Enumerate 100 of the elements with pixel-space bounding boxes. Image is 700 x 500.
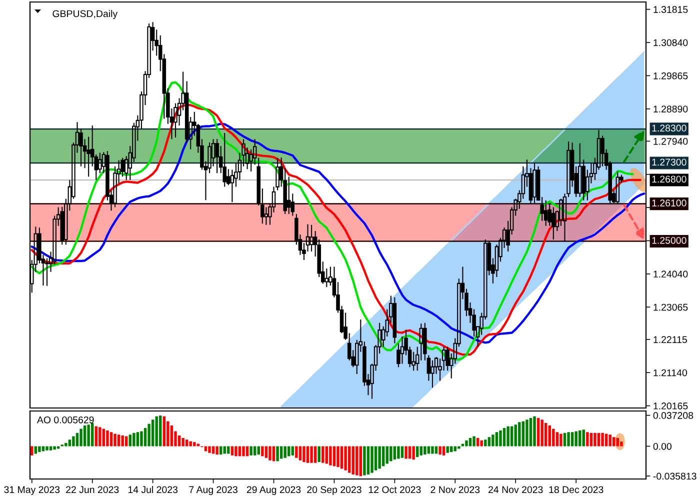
bar <box>318 446 320 462</box>
bar <box>594 432 596 446</box>
x-tick-label: 20 Sep 2023 <box>307 486 362 496</box>
bar <box>208 446 211 453</box>
x-tick-label: 31 May 2023 <box>4 486 60 496</box>
bar <box>514 424 517 446</box>
bar <box>608 434 612 446</box>
bar <box>76 432 79 446</box>
bar <box>329 446 332 466</box>
bar <box>590 432 593 446</box>
candlestick <box>544 200 548 226</box>
bar <box>386 446 388 464</box>
candlestick <box>578 142 582 198</box>
y-tick-label: 1.30840 <box>654 39 688 46</box>
bar <box>264 446 268 458</box>
candlestick <box>616 170 620 204</box>
y-tick-label: 1.20165 <box>654 402 688 410</box>
bar <box>374 446 378 470</box>
bar <box>582 430 586 446</box>
candlestick <box>392 296 397 344</box>
bar <box>454 446 457 452</box>
bar <box>586 432 589 446</box>
bar <box>356 446 358 476</box>
bar <box>434 446 438 454</box>
bar <box>352 446 354 475</box>
bar <box>185 440 188 446</box>
bar <box>306 446 310 463</box>
bar <box>144 428 147 446</box>
bar <box>242 446 245 456</box>
bar <box>295 446 298 458</box>
bar <box>390 446 392 462</box>
bar <box>121 435 124 446</box>
bar <box>310 446 313 463</box>
bar <box>465 440 468 446</box>
bar <box>94 426 98 446</box>
x-tick-label: 12 Oct 2023 <box>368 486 421 494</box>
bar <box>90 422 94 446</box>
bar <box>348 446 351 473</box>
bar <box>495 432 498 446</box>
ref-line-label: 1.25000 <box>652 236 686 244</box>
bar <box>42 446 45 452</box>
bar <box>370 446 374 473</box>
bar <box>136 432 140 446</box>
x-tick-label: 7 Aug 2023 <box>189 486 238 496</box>
bar <box>98 427 102 446</box>
bar <box>280 446 283 459</box>
bar <box>332 446 336 466</box>
bar <box>480 440 483 446</box>
y-tick-label: 1.29865 <box>654 72 688 80</box>
ref-line-label: 1.28300 <box>652 124 686 132</box>
bar <box>499 430 502 446</box>
bar <box>80 428 82 446</box>
bar <box>404 446 408 459</box>
y-tick-label: 1.24040 <box>654 270 688 278</box>
bar <box>162 416 166 446</box>
x-tick-label: 22 Jun 2023 <box>66 486 119 494</box>
bar <box>268 446 272 460</box>
bar <box>560 434 562 446</box>
bar <box>238 446 242 456</box>
bar <box>340 446 344 469</box>
bar <box>416 446 419 458</box>
bar <box>620 442 623 446</box>
bar <box>438 446 442 455</box>
candlestick <box>430 360 434 388</box>
bar <box>193 442 196 446</box>
x-tick-label: 18 Dec 2023 <box>549 486 604 494</box>
bar <box>548 425 551 446</box>
bar <box>53 446 56 450</box>
bar <box>110 432 113 446</box>
y-tick-label: 1.28890 <box>654 106 688 112</box>
bar <box>56 446 60 449</box>
bar <box>450 446 453 452</box>
bar <box>393 446 396 460</box>
bar <box>563 432 566 446</box>
bar <box>544 422 548 446</box>
bar <box>526 420 528 446</box>
y-tick-label: 0.00 <box>653 442 672 450</box>
bar <box>484 440 487 446</box>
bar <box>378 446 381 469</box>
bar <box>212 446 215 454</box>
bar <box>246 446 249 456</box>
bar <box>64 442 68 446</box>
bar <box>83 425 86 446</box>
bar <box>363 446 366 476</box>
bar <box>261 446 264 456</box>
bar <box>472 436 476 446</box>
bar <box>570 432 574 446</box>
bar <box>72 436 75 446</box>
y-tick-label: 1.31815 <box>654 6 688 13</box>
y-tick-label: -0.035813 <box>653 472 696 480</box>
x-tick-label: 29 Aug 2023 <box>246 486 301 496</box>
bar <box>488 437 491 446</box>
y-tick-label: 0.037208 <box>653 412 694 419</box>
bar <box>442 446 446 456</box>
bar <box>424 446 426 455</box>
bar <box>230 446 234 456</box>
bar <box>216 446 218 455</box>
bar <box>148 424 150 446</box>
x-tick-label: 2 Nov 2023 <box>430 486 480 494</box>
bar <box>38 446 41 452</box>
